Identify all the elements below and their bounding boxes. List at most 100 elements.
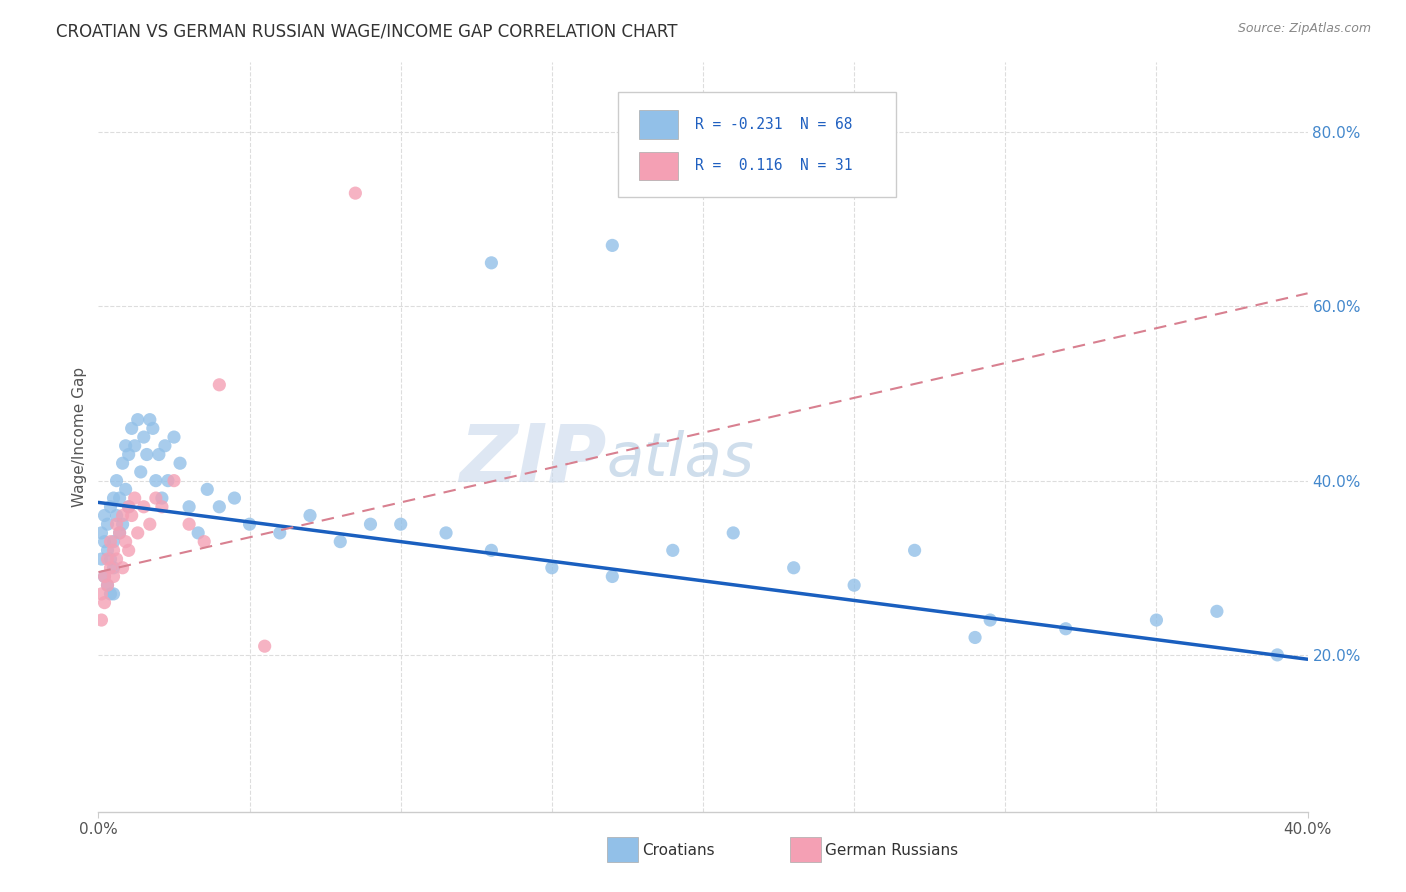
Point	[118, 543, 141, 558]
Point	[132, 500, 155, 514]
Point	[139, 517, 162, 532]
Point	[93, 534, 115, 549]
Point	[121, 508, 143, 523]
Point	[114, 483, 136, 497]
Point	[90, 587, 112, 601]
Point	[481, 256, 503, 270]
Point	[145, 474, 167, 488]
Point	[269, 525, 291, 540]
Point	[103, 569, 125, 583]
Point	[187, 525, 209, 540]
Point	[344, 186, 367, 201]
Point	[540, 561, 562, 575]
Point	[150, 500, 173, 514]
Point	[329, 534, 352, 549]
Point	[135, 448, 157, 462]
Bar	[638, 152, 678, 180]
Point	[148, 448, 170, 462]
Point	[153, 439, 176, 453]
Point	[111, 561, 134, 575]
Point	[124, 439, 146, 453]
Point	[114, 439, 136, 453]
Point	[193, 534, 215, 549]
Point	[96, 578, 118, 592]
Point	[139, 412, 162, 426]
Text: atlas: atlas	[606, 430, 754, 489]
Point	[723, 525, 745, 540]
Point	[481, 543, 503, 558]
Point	[208, 500, 231, 514]
Point	[299, 508, 322, 523]
Point	[389, 517, 412, 532]
Point	[1054, 622, 1077, 636]
Point	[103, 561, 125, 575]
Point	[179, 517, 201, 532]
Point	[100, 552, 122, 566]
Point	[602, 569, 624, 583]
Point	[179, 500, 201, 514]
Point	[965, 631, 987, 645]
Point	[100, 500, 122, 514]
Point	[124, 491, 146, 505]
Point	[96, 552, 118, 566]
Text: Source: ZipAtlas.com: Source: ZipAtlas.com	[1237, 22, 1371, 36]
Point	[105, 552, 128, 566]
Point	[96, 517, 118, 532]
Point	[93, 569, 115, 583]
Point	[163, 430, 186, 444]
Point	[103, 534, 125, 549]
Point	[127, 525, 149, 540]
Text: German Russians: German Russians	[825, 844, 959, 858]
Point	[145, 491, 167, 505]
Point	[118, 500, 141, 514]
Point	[208, 377, 231, 392]
Point	[224, 491, 246, 505]
Point	[1144, 613, 1167, 627]
Point	[253, 639, 276, 653]
Point	[1206, 604, 1229, 618]
Point	[434, 525, 457, 540]
Bar	[638, 111, 678, 139]
Point	[169, 456, 191, 470]
Point	[602, 238, 624, 252]
Text: R =  0.116  N = 31: R = 0.116 N = 31	[695, 159, 852, 173]
Text: ZIP: ZIP	[458, 420, 606, 499]
Y-axis label: Wage/Income Gap: Wage/Income Gap	[72, 367, 87, 508]
Point	[121, 421, 143, 435]
Point	[150, 491, 173, 505]
Text: Croatians: Croatians	[643, 844, 716, 858]
Point	[108, 525, 131, 540]
Point	[93, 508, 115, 523]
Point	[132, 430, 155, 444]
Point	[114, 534, 136, 549]
Point	[100, 561, 122, 575]
Point	[103, 491, 125, 505]
Point	[96, 543, 118, 558]
Point	[105, 474, 128, 488]
Point	[93, 596, 115, 610]
Point	[105, 508, 128, 523]
Point	[844, 578, 866, 592]
Point	[156, 474, 179, 488]
Point	[142, 421, 165, 435]
Point	[90, 613, 112, 627]
Point	[111, 456, 134, 470]
Point	[904, 543, 927, 558]
Point	[111, 517, 134, 532]
Point	[90, 525, 112, 540]
Point	[163, 474, 186, 488]
Point	[96, 578, 118, 592]
Point	[93, 569, 115, 583]
Point	[129, 465, 152, 479]
Point	[103, 587, 125, 601]
Point	[118, 448, 141, 462]
Point	[661, 543, 683, 558]
Point	[108, 491, 131, 505]
Point	[90, 552, 112, 566]
Point	[103, 543, 125, 558]
Point	[195, 483, 218, 497]
Point	[108, 525, 131, 540]
FancyBboxPatch shape	[619, 93, 897, 197]
Point	[100, 534, 122, 549]
Text: CROATIAN VS GERMAN RUSSIAN WAGE/INCOME GAP CORRELATION CHART: CROATIAN VS GERMAN RUSSIAN WAGE/INCOME G…	[56, 22, 678, 40]
